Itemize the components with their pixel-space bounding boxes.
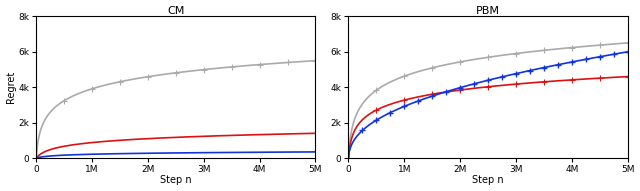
- Title: PBM: PBM: [476, 6, 500, 15]
- Y-axis label: Regret: Regret: [6, 71, 15, 103]
- Title: CM: CM: [167, 6, 184, 15]
- X-axis label: Step n: Step n: [160, 176, 192, 185]
- X-axis label: Step n: Step n: [472, 176, 504, 185]
